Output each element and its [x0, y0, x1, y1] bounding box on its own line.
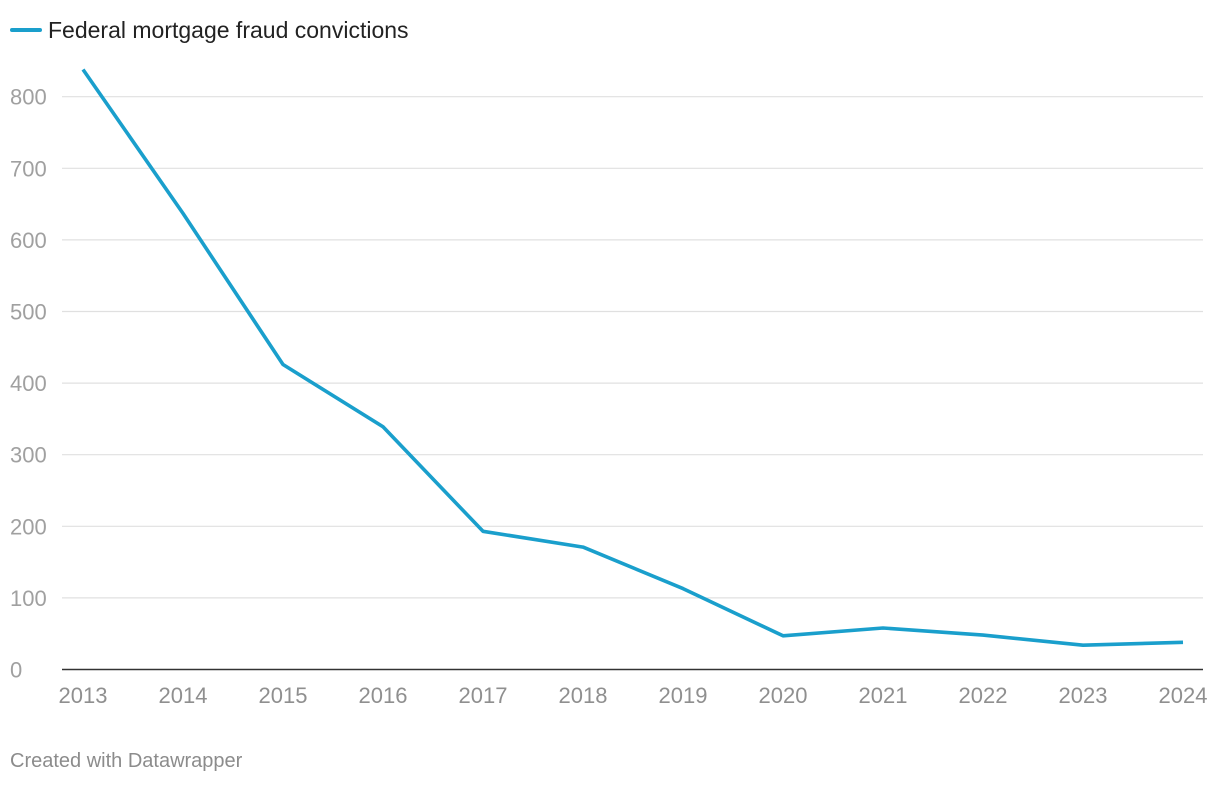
footer-credit: Created with Datawrapper — [10, 750, 243, 772]
x-tick-label: 2024 — [1159, 683, 1208, 708]
y-tick-label: 600 — [10, 228, 47, 253]
x-tick-label: 2018 — [559, 683, 608, 708]
y-tick-label: 500 — [10, 300, 47, 325]
x-tick-label: 2014 — [159, 683, 208, 708]
y-tick-label: 800 — [10, 85, 47, 110]
x-tick-label: 2022 — [959, 683, 1008, 708]
x-tick-label: 2023 — [1059, 683, 1108, 708]
y-tick-label: 700 — [10, 156, 47, 181]
y-tick-label: 100 — [10, 586, 47, 611]
x-tick-label: 2017 — [459, 683, 508, 708]
series-line — [81, 68, 1184, 648]
y-tick-label: 0 — [10, 658, 22, 683]
y-tick-label: 400 — [10, 371, 47, 396]
x-tick-label: 2019 — [659, 683, 708, 708]
y-tick-label: 300 — [10, 443, 47, 468]
x-tick-label: 2016 — [359, 683, 408, 708]
legend-label: Federal mortgage fraud convictions — [48, 16, 409, 43]
x-tick-label: 2021 — [859, 683, 908, 708]
x-tick-label: 2013 — [59, 683, 108, 708]
legend-swatch — [10, 28, 42, 32]
y-tick-label: 200 — [10, 514, 47, 539]
chart-legend: Federal mortgage fraud convictions — [10, 16, 409, 44]
x-tick-label: 2015 — [259, 683, 308, 708]
x-tick-label: 2020 — [759, 683, 808, 708]
